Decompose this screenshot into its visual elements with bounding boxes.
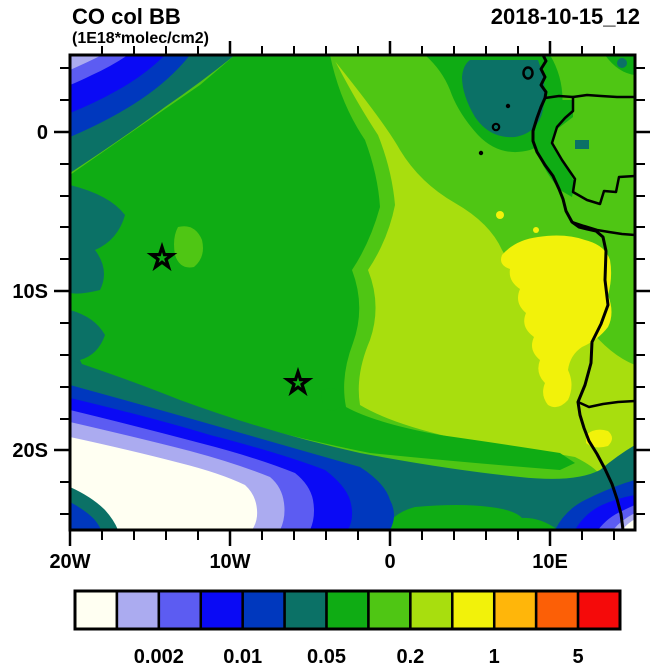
colorbar-label-1: 1 <box>489 646 500 667</box>
xaxis-label-20w: 20W <box>49 551 90 573</box>
colorbar-cell-4 <box>241 589 286 631</box>
contour-sw-corner-navy-wedge <box>70 502 101 530</box>
border-angola-namibia <box>576 399 635 409</box>
island-annobon <box>478 150 484 156</box>
axis-minor-ticks <box>60 46 645 540</box>
contour-nw-lavender <box>70 55 102 70</box>
yaxis-label-20s: 20S <box>12 440 48 462</box>
colorbar-cell-12 <box>576 589 622 631</box>
contour-gabon-coast-green <box>531 100 575 197</box>
colorbar-label-5: 5 <box>573 646 584 667</box>
colorbar-cell-7 <box>367 589 412 631</box>
colorbar <box>73 589 622 631</box>
island-bioko <box>522 66 534 80</box>
contour-speck-near-star2 <box>321 388 345 411</box>
contour-yellow-speck-3 <box>586 429 612 448</box>
contour-speck-near-star1 <box>174 226 203 268</box>
chart-timestamp: 2018-10-15_12 <box>491 4 640 29</box>
colorbar-cell-10 <box>492 589 538 631</box>
yaxis-label-0: 0 <box>37 122 48 144</box>
contour-bottomedge-green-stripe <box>385 505 558 530</box>
site-marker-star-1 <box>146 241 178 272</box>
chart-title: CO col BB <box>72 4 181 29</box>
contour-teal-speck-2 <box>575 140 589 149</box>
africa-coastline <box>531 55 625 530</box>
plot-frame <box>68 53 637 532</box>
map-plot-area <box>68 53 637 532</box>
contour-sw-white-minimum <box>70 437 258 530</box>
contour-se-white-minimum <box>622 519 635 530</box>
contour-teal-speck-1 <box>617 58 627 68</box>
site-marker-star-2 <box>282 366 314 397</box>
border-congo-cabinda <box>570 220 635 237</box>
axis-major-ticks <box>54 41 650 546</box>
colorbar-cell-3 <box>199 589 244 631</box>
colorbar-cell-11 <box>534 589 580 631</box>
colorbar-frame <box>73 589 622 631</box>
colorbar-cell-1 <box>115 589 161 631</box>
yaxis-label-10s: 10S <box>12 281 48 303</box>
contour-yellow-maximum <box>501 235 612 408</box>
border-gabon-congo <box>550 95 635 206</box>
chart-units-subtitle: (1E18*molec/cm2) <box>72 30 209 47</box>
colorbar-cell-2 <box>157 589 203 631</box>
contour-field <box>70 55 635 530</box>
contour-ne-teal <box>462 60 545 138</box>
colorbar-label-001: 0.01 <box>223 646 262 667</box>
colorbar-label-02: 0.2 <box>396 646 424 667</box>
contour-yellow-speck-1 <box>496 211 504 219</box>
contour-yellow-speck-2 <box>533 227 539 233</box>
xaxis-label-10e: 10E <box>532 551 568 573</box>
border-equatorial-guinea <box>543 93 635 100</box>
xaxis-label-10w: 10W <box>209 551 250 573</box>
colorbar-cell-0 <box>73 589 119 631</box>
colorbar-cell-5 <box>283 589 328 631</box>
island-sao-tome <box>491 122 501 132</box>
colorbar-cell-9 <box>451 589 496 631</box>
colorbar-label-005: 0.05 <box>307 646 346 667</box>
contour-west-green <box>70 55 575 470</box>
colorbar-cell-6 <box>325 589 370 631</box>
colorbar-cell-8 <box>409 589 454 631</box>
island-principe <box>505 103 511 109</box>
colorbar-label-0002: 0.002 <box>134 646 184 667</box>
xaxis-label-0: 0 <box>384 551 395 573</box>
contour-leftedge-teal-1 <box>70 185 125 294</box>
